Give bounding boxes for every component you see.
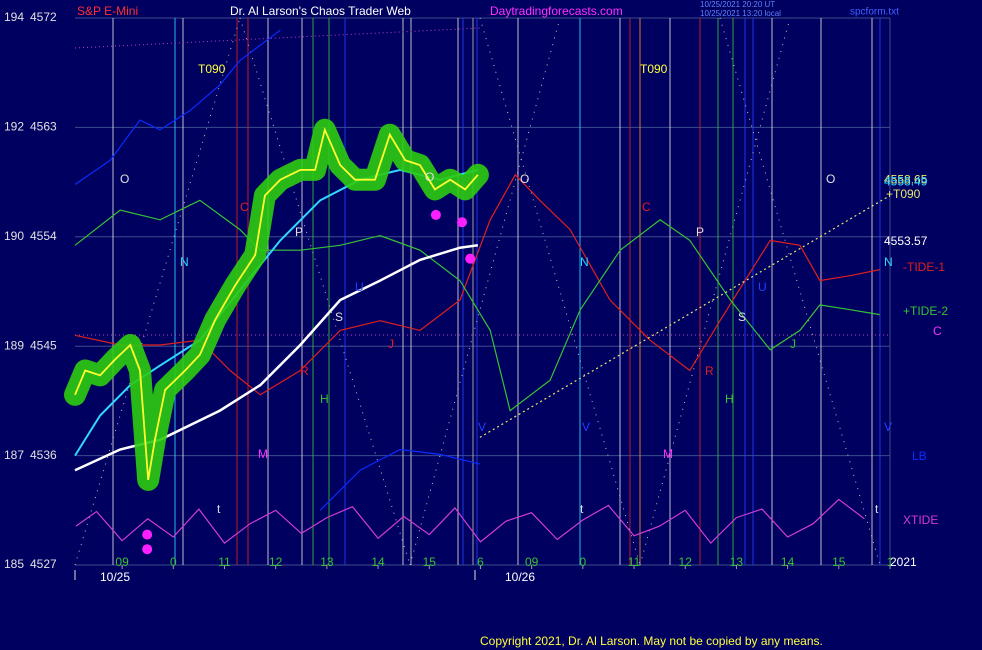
x-tick-label: 14: [781, 555, 795, 569]
series-label: XTIDE: [903, 513, 938, 527]
series-line: [74, 173, 880, 396]
file-label: spcform.txt: [850, 7, 899, 18]
x-tick-label: 11: [628, 555, 641, 569]
x-tick-label: 12: [269, 555, 283, 569]
annotation: U: [355, 280, 364, 294]
x-tick-label: 6: [477, 555, 484, 569]
annotation: S: [738, 310, 746, 324]
x-tick-label: 09: [115, 555, 129, 569]
series-line: [74, 29, 481, 511]
annotation: V: [582, 420, 590, 434]
annotation: N: [580, 255, 589, 269]
annotation: T090: [198, 62, 226, 76]
level-line: [74, 27, 481, 49]
y-tick-label: 4545: [30, 338, 57, 352]
annotation: T090: [640, 62, 668, 76]
series-label: -TIDE-1: [903, 260, 945, 274]
series-line: [74, 126, 479, 481]
annotation: J: [790, 337, 796, 351]
x-tick-label: 11: [218, 555, 231, 569]
annotation: M: [258, 447, 268, 461]
price-label: 4553.57: [884, 234, 928, 248]
annotation: H: [320, 392, 329, 406]
x-tick-label: 14: [371, 555, 385, 569]
date-label: 10/25: [100, 570, 130, 584]
x-tick-label: 1: [887, 555, 894, 569]
x-tick-label: 0: [170, 555, 177, 569]
timestamp: 10/25/2021 13:20 local: [700, 9, 781, 18]
annotation: N: [180, 255, 189, 269]
annotation: O: [520, 172, 529, 186]
annotation: t: [875, 502, 879, 516]
marker: [142, 529, 153, 540]
cycle-line: [719, 17, 881, 566]
x-tick-label: 12: [679, 555, 693, 569]
x-tick-label: 15: [423, 555, 437, 569]
degree-label: 192: [4, 120, 24, 134]
annotation: t: [580, 502, 584, 516]
degree-label: 194: [4, 10, 24, 24]
annotation: H: [725, 392, 734, 406]
annotation: V: [884, 420, 892, 434]
annotation: P: [696, 225, 704, 239]
degree-label: 185: [4, 557, 24, 571]
x-tick-label: 15: [832, 555, 846, 569]
annotation: t: [217, 502, 221, 516]
degree-label: 190: [4, 229, 24, 243]
x-tick-label: 13: [730, 555, 744, 569]
annotation: R: [705, 364, 714, 378]
y-tick-label: 4554: [30, 229, 57, 243]
annotation: O: [826, 172, 835, 186]
copyright: Copyright 2021, Dr. Al Larson. May not b…: [480, 634, 823, 648]
annotation: C: [642, 200, 651, 214]
timestamp: 10/25/2021 20:20 UT: [700, 0, 775, 9]
y-tick-label: 4527: [30, 557, 57, 571]
annotation: O: [120, 172, 129, 186]
annotation: J: [388, 337, 394, 351]
annotation: R: [300, 364, 309, 378]
series-line: [74, 199, 880, 412]
annotation: U: [758, 280, 767, 294]
x-tick-label: 13: [320, 555, 334, 569]
annotation: O: [425, 170, 434, 184]
cycle-line: [639, 17, 791, 566]
symbol: S&P E-Mini: [77, 4, 138, 18]
price-label: 4558.49: [884, 174, 928, 188]
series-line: [75, 498, 865, 545]
series-line: [479, 194, 891, 438]
marker: [430, 209, 441, 220]
annotation: S: [335, 310, 343, 324]
cycle-line: [74, 17, 241, 566]
cycle-line: [239, 17, 411, 566]
series-label: +TIDE-2: [903, 304, 948, 318]
date-label: 10/26: [505, 570, 535, 584]
price-label: 4558.65: [884, 172, 928, 186]
series-label: LB: [912, 449, 927, 463]
website: Daytradingforecasts.com: [490, 4, 623, 18]
annotation: P: [295, 225, 303, 239]
y-tick-label: 4563: [30, 120, 57, 134]
x-tick-label: 09: [525, 555, 539, 569]
annotation: M: [663, 447, 673, 461]
chart-title: Dr. Al Larson's Chaos Trader Web: [230, 4, 411, 18]
annotation: N: [884, 255, 893, 269]
marker: [465, 253, 476, 264]
degree-label: 187: [4, 448, 24, 462]
annotation: C: [933, 324, 942, 338]
degree-label: 189: [4, 338, 24, 352]
marker: [142, 544, 153, 555]
price-glow: [64, 118, 489, 491]
marker: [457, 217, 468, 228]
x-tick-label: 0: [579, 555, 586, 569]
annotation: C: [240, 200, 249, 214]
cycle-line: [409, 17, 561, 566]
y-tick-label: 4536: [30, 448, 57, 462]
series-label: +T090: [886, 187, 921, 201]
cycle-line: [479, 17, 641, 566]
annotation: V: [478, 420, 486, 434]
y-tick-label: 4572: [30, 10, 57, 24]
annotation: 2021: [890, 555, 917, 569]
